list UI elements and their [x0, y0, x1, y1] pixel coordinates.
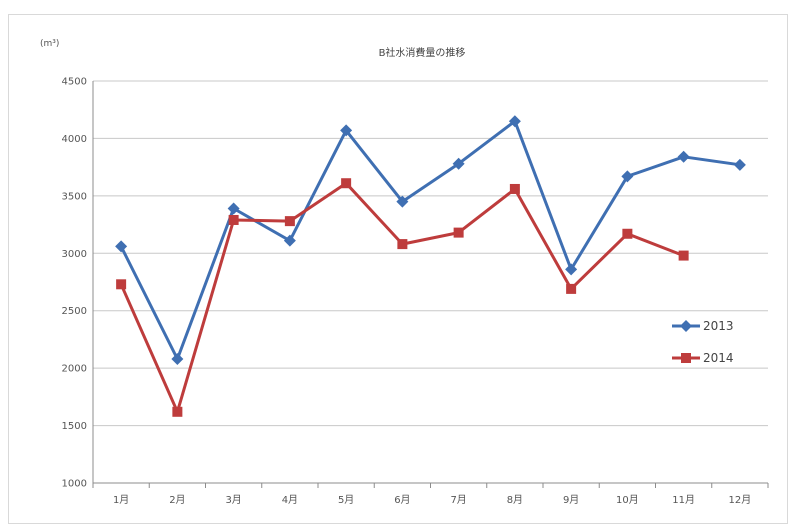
y-unit-label: (m³) [40, 39, 59, 49]
data-point-2013 [227, 202, 240, 215]
x-tick-label: 11月 [672, 494, 695, 506]
data-point-2014 [453, 227, 464, 238]
data-point-2014 [172, 406, 183, 417]
data-point-2013 [171, 352, 184, 365]
x-tick-label: 4月 [282, 494, 298, 506]
data-point-2013 [340, 124, 353, 137]
data-point-2013 [452, 157, 465, 170]
x-tick-label: 2月 [169, 494, 185, 506]
data-point-2014 [341, 178, 352, 189]
legend-label-2013: 2013 [703, 319, 734, 333]
data-point-2013 [115, 240, 128, 253]
legend-marker-2013 [680, 320, 692, 332]
y-tick-label: 2500 [62, 306, 87, 317]
x-tick-label: 6月 [394, 494, 410, 506]
data-point-2013 [565, 263, 578, 276]
data-point-2013 [621, 170, 634, 183]
x-tick-label: 7月 [450, 494, 466, 506]
x-tick-label: 12月 [729, 494, 752, 506]
data-point-2014 [397, 239, 408, 250]
data-point-2014 [622, 228, 633, 239]
x-tick-label: 10月 [616, 494, 639, 506]
y-tick-label: 4000 [62, 134, 87, 145]
data-point-2013 [508, 115, 521, 128]
x-tick-label: 3月 [225, 494, 241, 506]
chart-title: B社水消費量の推移 [379, 46, 466, 59]
data-point-2014 [678, 250, 689, 261]
x-tick-label: 8月 [507, 494, 523, 506]
legend-marker-2014 [681, 353, 691, 363]
data-point-2013 [733, 158, 746, 171]
series-line-2013 [119, 119, 741, 361]
y-tick-label: 2000 [62, 364, 87, 375]
data-point-2014 [509, 183, 520, 194]
data-point-2014 [116, 279, 127, 290]
y-tick-label: 4500 [62, 77, 87, 88]
x-tick-label: 5月 [338, 494, 354, 506]
data-point-2014 [228, 214, 239, 225]
y-tick-label: 3500 [62, 191, 87, 202]
data-point-2014 [566, 283, 577, 294]
x-tick-label: 9月 [563, 494, 579, 506]
y-tick-label: 3000 [62, 249, 87, 260]
data-point-2013 [677, 150, 690, 163]
data-point-2013 [283, 234, 296, 247]
y-tick-label: 1000 [62, 479, 87, 490]
series-line-2014 [119, 181, 685, 414]
data-point-2013 [396, 195, 409, 208]
legend-label-2014: 2014 [703, 351, 734, 365]
x-tick-label: 1月 [113, 494, 129, 506]
chart-frame [8, 14, 788, 524]
y-tick-label: 1500 [62, 421, 87, 432]
data-point-2014 [284, 216, 295, 227]
